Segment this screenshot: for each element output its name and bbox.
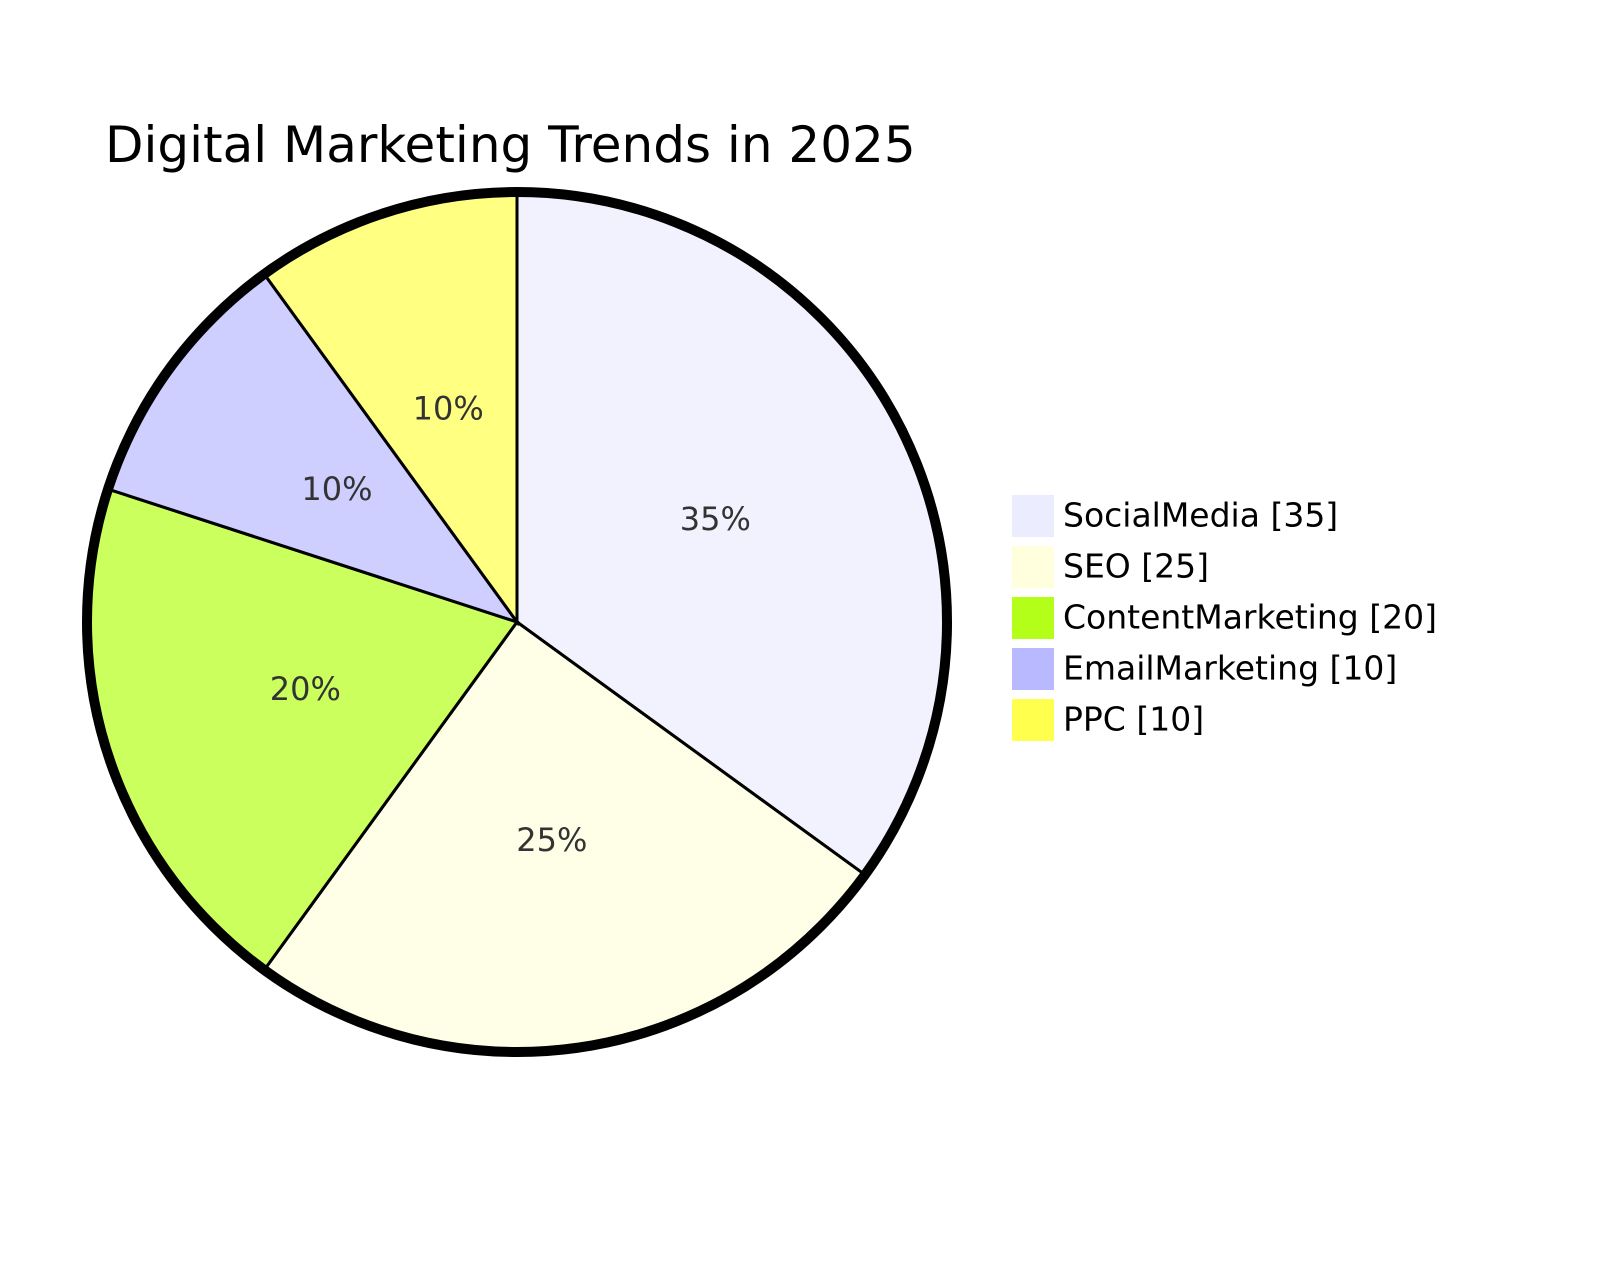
legend-swatch [1012, 546, 1054, 588]
legend-text: SocialMedia [35] [1063, 496, 1338, 535]
slice-label: 10% [301, 470, 372, 508]
legend-text: EmailMarketing [10] [1063, 649, 1397, 688]
slice-label: 35% [680, 500, 751, 538]
legend-text: PPC [10] [1063, 700, 1204, 739]
chart-title: Digital Marketing Trends in 2025 [105, 116, 916, 174]
pie-outline [82, 187, 952, 1057]
slice-label: 20% [270, 670, 341, 708]
legend-text: SEO [25] [1063, 547, 1209, 586]
legend-swatch [1012, 699, 1054, 741]
legend-swatch [1012, 495, 1054, 537]
legend-text: ContentMarketing [20] [1063, 598, 1437, 637]
legend-swatch [1012, 648, 1054, 690]
legend-swatch [1012, 597, 1054, 639]
slice-label: 25% [516, 821, 587, 859]
slice-label: 10% [413, 389, 484, 427]
